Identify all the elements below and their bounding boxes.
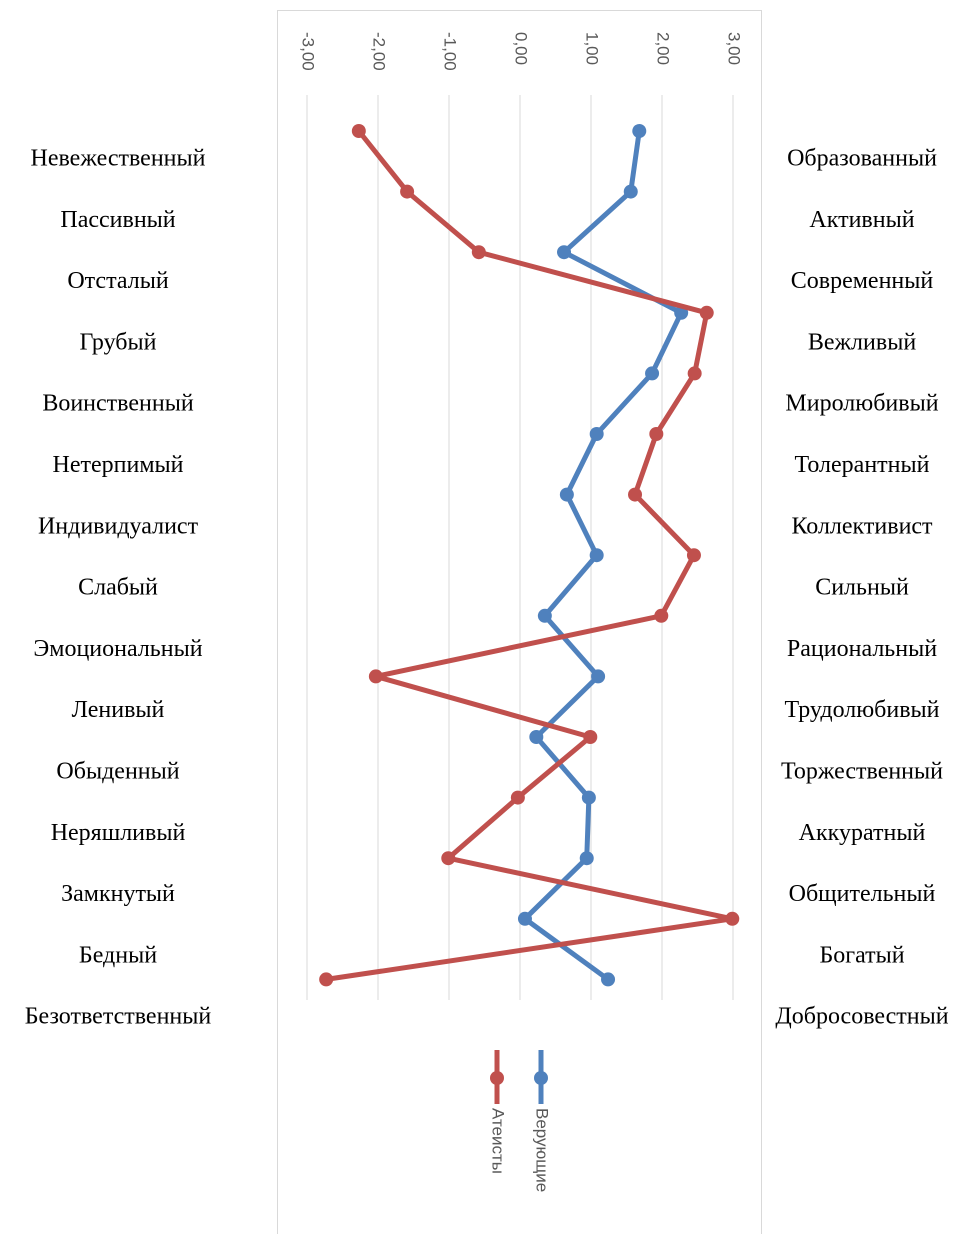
left-label: Нетерпимый — [53, 452, 184, 478]
left-label: Неряшливый — [51, 820, 186, 846]
right-label: Образованный — [787, 146, 937, 172]
series-line — [325, 129, 735, 982]
left-label: Замкнутый — [61, 881, 175, 907]
right-label: Торжественный — [781, 759, 943, 785]
point — [686, 548, 701, 563]
left-label: Невежественный — [31, 146, 206, 172]
left-label: Ленивый — [72, 697, 165, 723]
x-tick-label: -2,00 — [370, 32, 389, 71]
x-tick-label: -1,00 — [441, 32, 460, 71]
point — [368, 669, 383, 684]
x-tick-label: 2,00 — [654, 32, 673, 65]
plot-frame — [277, 10, 762, 1234]
right-label: Добросовестный — [775, 1004, 948, 1030]
right-label: Сильный — [815, 575, 909, 601]
point — [591, 669, 606, 684]
point — [632, 124, 647, 138]
point — [589, 548, 604, 563]
x-tick-label: 3,00 — [725, 32, 744, 65]
point — [628, 487, 643, 502]
point — [517, 911, 532, 926]
left-label: Безответственный — [25, 1004, 212, 1030]
right-label: Богатый — [819, 942, 904, 968]
left-label: Бедный — [79, 942, 157, 968]
point — [559, 487, 574, 502]
right-label: Активный — [809, 207, 914, 233]
point — [687, 366, 702, 381]
left-label: Грубый — [80, 329, 157, 355]
point — [649, 427, 664, 441]
point — [654, 608, 669, 623]
point — [581, 790, 596, 805]
point — [400, 184, 415, 199]
right-label: Трудолюбивый — [784, 697, 939, 723]
point — [699, 305, 714, 320]
point — [510, 790, 525, 805]
right-label: Рациональный — [787, 636, 937, 662]
left-label: Эмоциональный — [33, 636, 202, 662]
left-label: Отсталый — [67, 268, 169, 294]
point — [601, 972, 616, 987]
right-label: Толерантный — [795, 452, 930, 478]
point — [589, 427, 604, 441]
legend-marker — [490, 1071, 504, 1085]
point — [623, 184, 638, 199]
legend-label: Верующие — [533, 1108, 552, 1192]
point — [351, 124, 366, 138]
left-label: Обыденный — [56, 759, 179, 785]
left-label: Пассивный — [60, 207, 175, 233]
point — [319, 972, 334, 987]
right-label: Общительный — [789, 881, 936, 907]
legend-marker — [534, 1071, 548, 1085]
right-label: Вежливый — [808, 329, 917, 355]
x-tick-label: 0,00 — [512, 32, 531, 65]
point — [441, 851, 456, 866]
left-label: Воинственный — [42, 391, 193, 417]
right-label: Аккуратный — [799, 820, 926, 846]
point — [557, 245, 572, 260]
point — [529, 730, 544, 744]
x-tick-label: 1,00 — [583, 32, 602, 65]
left-label: Индивидуалист — [38, 513, 199, 539]
point — [725, 911, 740, 926]
point — [471, 245, 486, 260]
legend-label: Атеисты — [489, 1108, 508, 1174]
point — [583, 730, 598, 744]
point — [537, 608, 552, 623]
x-tick-label: -3,00 — [299, 32, 318, 71]
right-label: Коллективист — [791, 513, 933, 539]
point — [579, 851, 594, 866]
point — [645, 366, 660, 381]
right-label: Миролюбивый — [785, 391, 938, 417]
right-label: Современный — [791, 268, 934, 294]
left-label: Слабый — [78, 575, 158, 601]
